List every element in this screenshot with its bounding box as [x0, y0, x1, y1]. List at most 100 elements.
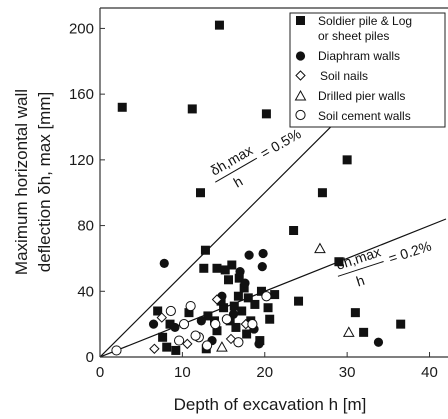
point-soldier-pile: [153, 306, 163, 316]
point-soldier-pile: [243, 293, 253, 303]
point-soldier-pile: [289, 226, 299, 235]
point-soil-cement: [173, 335, 185, 346]
point-soil-cement: [111, 345, 122, 356]
point-soil-cement: [185, 300, 196, 312]
point-soldier-pile: [200, 245, 210, 255]
point-diaphragm-wall: [258, 248, 268, 259]
point-soldier-pile: [233, 291, 243, 301]
x-tick-label: 30: [339, 364, 356, 381]
point-soil-nail: [182, 338, 193, 350]
point-soldier-pile: [359, 327, 369, 337]
point-soldier-pile: [212, 326, 222, 336]
reference-line-02: [100, 218, 447, 357]
data-points: [111, 20, 406, 356]
point-soldier-pile: [184, 308, 194, 318]
point-soil-nail: [156, 312, 167, 323]
point-soldier-pile: [171, 345, 181, 355]
axis-ticks: 0 10 20 30 40 0 40 80 120 160 200: [69, 20, 438, 381]
legend: Soldier pile & Log or sheet piles Diaphr…: [289, 12, 446, 128]
point-soldier-pile: [263, 303, 273, 313]
point-diaphragm-wall: [170, 322, 180, 333]
point-soldier-pile: [242, 329, 252, 339]
point-soldier-pile: [234, 273, 244, 283]
point-soil-cement: [190, 330, 201, 341]
point-soldier-pile: [165, 319, 175, 329]
y-tick-label: 80: [77, 218, 94, 235]
point-soldier-pile: [294, 296, 304, 306]
point-soldier-pile: [396, 319, 406, 329]
legend-label-drilled-pier: Drilled pier walls: [318, 89, 405, 103]
point-soldier-pile: [224, 275, 234, 285]
y-axis-title-line1: Maximum horizontal wall: [12, 89, 31, 275]
point-soldier-pile: [229, 301, 239, 311]
y-tick-label: 0: [86, 349, 94, 366]
y-tick-label: 120: [69, 152, 94, 169]
legend-label-soil-nails: Soil nails: [320, 69, 368, 83]
point-soldier-pile: [231, 322, 241, 332]
point-soldier-pile: [216, 296, 226, 306]
point-soldier-pile: [256, 286, 266, 296]
ratio-05-fraction-bar: [215, 157, 258, 183]
point-diaphragm-wall: [148, 319, 159, 329]
point-soldier-pile: [162, 342, 172, 352]
ratio-02-fraction-bar: [337, 261, 384, 277]
point-soil-cement: [247, 319, 258, 330]
point-drilled-pier: [314, 242, 326, 254]
point-soil-cement: [201, 340, 213, 351]
legend-label-soldier-pile-line2: or sheet piles: [318, 29, 389, 43]
point-soldier-pile: [270, 290, 280, 300]
point-soil-nail: [211, 294, 223, 305]
y-tick-label: 40: [77, 283, 94, 300]
point-soldier-pile: [265, 314, 275, 324]
y-axis-title-line2: deflection δh, max [mm]: [35, 92, 54, 272]
x-tick-label: 10: [174, 364, 191, 381]
point-soil-cement: [178, 319, 190, 330]
point-soldier-pile: [117, 102, 127, 112]
point-soldier-pile: [239, 283, 249, 293]
y-tick-label: 160: [69, 86, 94, 103]
point-soldier-pile: [220, 265, 230, 275]
legend-label-soil-cement: Soil cement walls: [318, 109, 411, 123]
point-soldier-pile: [203, 311, 213, 321]
point-soldier-pile: [250, 299, 260, 309]
legend-marker-open-circle: [295, 109, 306, 121]
point-diaphragm-wall: [196, 316, 206, 326]
x-tick-label: 40: [421, 364, 438, 381]
point-soldier-pile: [334, 257, 344, 267]
point-diaphragm-wall: [257, 262, 267, 272]
point-diaphragm-wall: [373, 337, 384, 347]
point-soil-cement: [233, 337, 244, 348]
point-soldier-pile: [350, 308, 360, 318]
point-diaphragm-wall: [240, 278, 250, 288]
point-soldier-pile: [261, 109, 271, 119]
point-soil-nail: [149, 343, 160, 354]
x-tick-label: 20: [256, 364, 273, 381]
point-diaphragm-wall: [235, 266, 245, 277]
point-soldier-pile: [196, 188, 206, 198]
point-soldier-pile: [187, 104, 197, 114]
x-tick-label: 0: [96, 364, 104, 381]
point-soil-nail: [225, 333, 237, 345]
y-tick-label: 200: [69, 20, 94, 37]
point-diaphragm-wall: [254, 339, 264, 349]
x-axis-title: Depth of excavation h [m]: [174, 395, 367, 414]
point-diaphragm-wall: [244, 250, 254, 260]
point-soil-cement: [165, 305, 176, 317]
point-soldier-pile: [219, 303, 229, 313]
legend-label-soldier-pile: Soldier pile & Log: [318, 14, 412, 28]
legend-marker-diamond: [295, 70, 306, 81]
point-drilled-pier: [342, 326, 355, 337]
legend-box: [289, 12, 446, 128]
point-soldier-pile: [158, 332, 168, 342]
legend-marker-filled-circle: [295, 51, 306, 61]
point-soldier-pile: [227, 260, 237, 270]
point-soldier-pile: [237, 306, 247, 316]
point-soldier-pile: [214, 20, 224, 30]
point-soldier-pile: [317, 188, 327, 198]
point-soil-cement: [210, 319, 221, 330]
point-diaphragm-wall: [159, 258, 169, 268]
point-soldier-pile: [199, 263, 209, 273]
point-drilled-pier: [216, 341, 228, 352]
point-soil-cement: [221, 314, 232, 325]
